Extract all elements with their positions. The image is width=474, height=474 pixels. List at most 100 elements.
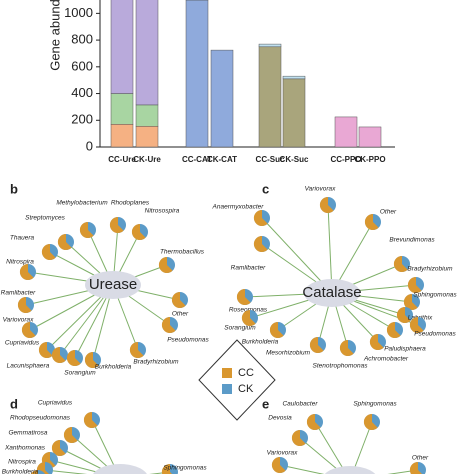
pie-cc bbox=[57, 233, 72, 250]
pie-cc bbox=[409, 316, 424, 333]
leaf-label: Cupriavidus bbox=[5, 340, 40, 347]
leaf-label: Sorangium bbox=[224, 325, 256, 332]
leaf-label: Sorangium bbox=[64, 370, 96, 377]
pie-cc bbox=[271, 456, 286, 473]
bar-segment bbox=[110, 124, 134, 147]
legend-label: CC bbox=[238, 367, 254, 379]
x-tick-label: CK-PPO bbox=[354, 155, 385, 164]
pie-cc bbox=[38, 341, 53, 358]
pie-cc bbox=[171, 291, 186, 308]
leaf-label: Pseudomonas bbox=[167, 337, 209, 344]
leaf-label: Sphingomonas bbox=[413, 292, 457, 299]
y-tick-label: 1000 bbox=[64, 5, 93, 20]
pie-cc bbox=[339, 339, 354, 356]
pie-cc bbox=[131, 223, 146, 240]
bar-segment bbox=[282, 75, 306, 80]
pie-cc bbox=[51, 439, 66, 456]
leaf-label: Thermobacillus bbox=[160, 249, 205, 256]
pie-cc bbox=[319, 196, 334, 213]
bar-segment bbox=[210, 49, 234, 147]
center-node bbox=[93, 464, 147, 474]
bar-segment bbox=[110, 0, 134, 94]
center-node bbox=[324, 466, 376, 474]
branch bbox=[387, 469, 419, 474]
bar-segment bbox=[135, 126, 159, 147]
bar-segment bbox=[185, 0, 209, 147]
pie-cc bbox=[269, 321, 284, 338]
pie-cc bbox=[51, 346, 66, 363]
branch bbox=[49, 459, 107, 474]
pie-cc bbox=[369, 333, 384, 350]
branch bbox=[314, 421, 347, 474]
leaf-label: Achromobacter bbox=[363, 356, 409, 363]
leaf-label: Streptomyces bbox=[25, 215, 65, 222]
leaf-label: Variovorax bbox=[3, 317, 35, 324]
pie-cc bbox=[84, 351, 99, 368]
pie-cc bbox=[363, 413, 378, 430]
panel-label: d bbox=[10, 396, 18, 411]
pie-cc bbox=[393, 255, 408, 272]
leaf-label: Other bbox=[172, 311, 189, 318]
pie-cc bbox=[386, 321, 401, 338]
pie-cc bbox=[66, 349, 81, 366]
legend-swatch bbox=[222, 384, 232, 394]
pie-cc bbox=[41, 243, 56, 260]
center-label: Catalase bbox=[302, 284, 361, 301]
pie-cc bbox=[17, 296, 32, 313]
pie-cc bbox=[409, 461, 422, 474]
leaf-label: Paludisphaera bbox=[384, 346, 426, 353]
leaf-label: Cupriavidus bbox=[38, 400, 73, 407]
bar-segment bbox=[258, 43, 282, 48]
y-axis-label: Gene abund bbox=[47, 0, 62, 71]
x-tick-label: CC-CAT bbox=[182, 155, 212, 164]
leaf-label: Rhodopseudomonas bbox=[10, 415, 71, 422]
center-label: Urease bbox=[89, 276, 137, 293]
center-node bbox=[304, 279, 360, 307]
leaf-label: Rhodoplanes bbox=[111, 200, 150, 207]
branch bbox=[149, 471, 171, 474]
leaf-label: Sphingomonas bbox=[353, 401, 397, 408]
x-tick-label: CK-CAT bbox=[207, 155, 237, 164]
pie-cc bbox=[407, 276, 422, 293]
x-tick-label: CC-Ure bbox=[108, 155, 136, 164]
panel-label: e bbox=[262, 396, 269, 411]
y-tick-label: 600 bbox=[71, 58, 93, 73]
x-tick-label: CC-Suc bbox=[256, 155, 285, 164]
branch bbox=[279, 464, 325, 474]
bar-segment bbox=[135, 0, 159, 106]
center-node bbox=[85, 271, 141, 299]
pie-cc bbox=[403, 293, 418, 310]
leaf-label: Nitrospira bbox=[8, 459, 36, 466]
leaf-label: Sphingomonas bbox=[163, 465, 207, 472]
leaf-label: Other bbox=[380, 209, 397, 216]
branch bbox=[327, 204, 333, 294]
leaf-label: Other bbox=[412, 455, 429, 462]
pie-cc bbox=[109, 216, 124, 233]
bar-segment bbox=[282, 78, 306, 147]
pie-cc bbox=[63, 426, 78, 443]
bars bbox=[110, 0, 382, 147]
leaf-label: Ramlibacter bbox=[231, 265, 267, 272]
leaf-label: Bradyrhizobium bbox=[133, 359, 179, 366]
pie-cc bbox=[161, 316, 176, 333]
x-tick-label: CC-PPO bbox=[330, 155, 361, 164]
leaf-label: Xanthomonas bbox=[4, 445, 46, 452]
bar-segment bbox=[135, 104, 159, 127]
bar-segment bbox=[358, 126, 382, 147]
pie-cc bbox=[253, 209, 268, 226]
leaf-label: Burkholderia bbox=[95, 364, 132, 371]
leaf-label: Variovorax bbox=[305, 186, 337, 193]
pie-cc bbox=[253, 235, 268, 252]
bar-segment bbox=[334, 116, 358, 147]
leaf-label: Gemmatirosa bbox=[8, 430, 47, 437]
pie-cc bbox=[79, 221, 94, 238]
legend-swatch bbox=[222, 368, 232, 378]
legend-box bbox=[198, 339, 276, 421]
leaf-label: Burkholderia bbox=[2, 469, 39, 474]
pie-cc bbox=[161, 463, 172, 474]
leaf-label: Lacunisphaera bbox=[7, 363, 50, 370]
pie-cc bbox=[31, 469, 38, 474]
y-tick-label: 400 bbox=[71, 85, 93, 100]
